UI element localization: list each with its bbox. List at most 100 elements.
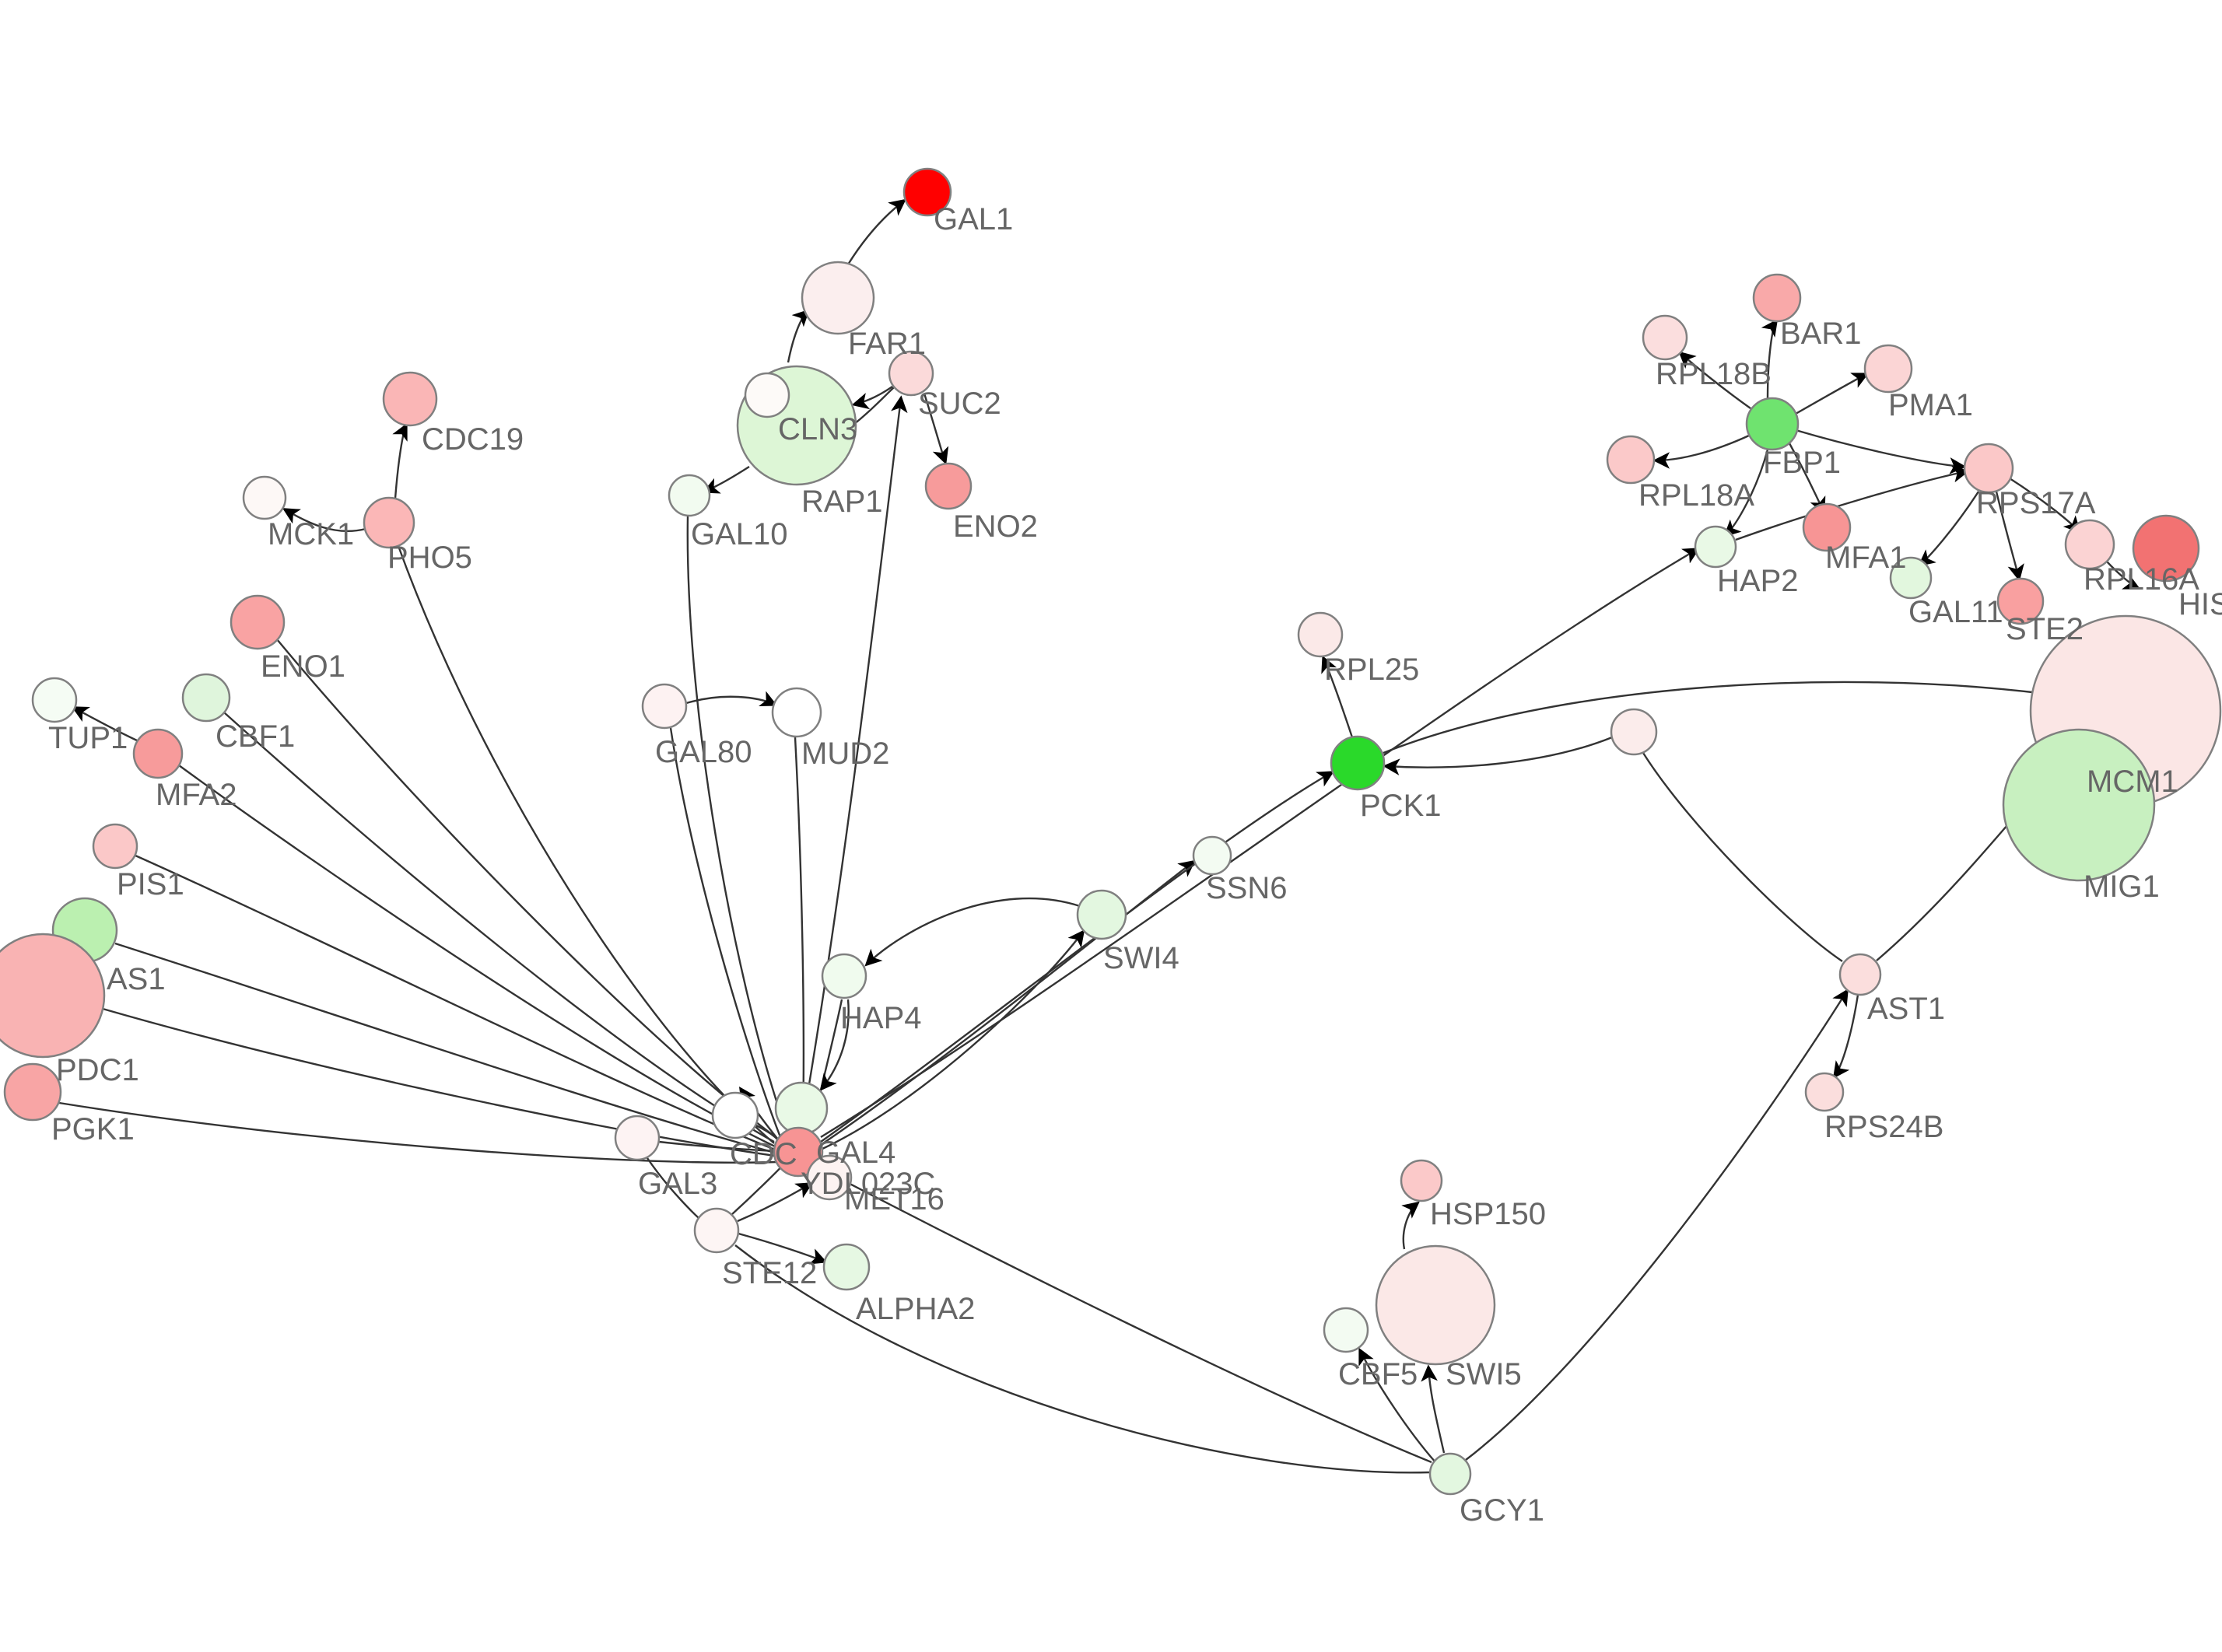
- node-gal10[interactable]: [668, 474, 711, 517]
- node-label-cbf5: CBF5: [1338, 1357, 1418, 1391]
- node-mfa1[interactable]: [1802, 502, 1852, 552]
- edge-gal80-to-gal4: [669, 727, 782, 1138]
- node-bar1[interactable]: [1752, 273, 1802, 323]
- node-label-hsp150: HSP150: [1430, 1197, 1546, 1231]
- node-label-swi5: SWI5: [1446, 1357, 1522, 1391]
- node-hap4[interactable]: [821, 953, 867, 999]
- node-mud2[interactable]: [771, 687, 822, 738]
- node-cdc[interactable]: [711, 1091, 759, 1139]
- node-ydl023c[interactable]: [806, 1154, 853, 1201]
- node-suc2[interactable]: [888, 350, 934, 397]
- node-label-bar1: BAR1: [1780, 317, 1862, 351]
- node-pma1[interactable]: [1863, 344, 1913, 394]
- node-hap2[interactable]: [1694, 525, 1737, 569]
- edge-layer: [58, 198, 2141, 1474]
- node-gal3[interactable]: [614, 1115, 661, 1161]
- edge-fbp1-to-rps17a: [1795, 429, 1967, 474]
- node-gal11[interactable]: [1889, 556, 1933, 600]
- node-mfa2[interactable]: [132, 728, 184, 779]
- edge-swi5-to-hsp150: [1401, 1201, 1420, 1250]
- node-far1[interactable]: [801, 261, 875, 335]
- edge-gcy1-to-cbf5: [1358, 1347, 1436, 1463]
- node-ste2[interactable]: [1996, 577, 2045, 625]
- edge-gal4-to-hap2: [820, 548, 1701, 1139]
- edge-fbp1-to-rpl18b: [1678, 351, 1751, 409]
- node-rpl18a[interactable]: [1606, 435, 1656, 485]
- node-label-tup1: TUP1: [48, 721, 128, 755]
- node-gal80[interactable]: [641, 683, 688, 730]
- node-label-rap1: RAP1: [801, 485, 883, 519]
- edge-hub1-to-ast1: [1642, 752, 1843, 962]
- edge-gal80-to-mud2: [685, 691, 778, 707]
- node-mck1[interactable]: [242, 475, 287, 520]
- node-label-suc2: SUC2: [918, 387, 1001, 421]
- node-rps24b[interactable]: [1804, 1072, 1845, 1112]
- node-label-rpl18a: RPL18A: [1638, 478, 1754, 513]
- node-ssn6[interactable]: [1192, 835, 1232, 876]
- node-swi5[interactable]: [1375, 1244, 1496, 1366]
- node-met16[interactable]: [774, 1081, 829, 1136]
- node-pho5[interactable]: [363, 496, 415, 549]
- edge-as1-to-gal4: [114, 942, 776, 1154]
- edge-eno1-to-gal4: [276, 639, 776, 1138]
- edge-rps17a-to-ste2: [1995, 491, 2024, 582]
- node-label-gal11: GAL11: [1908, 595, 2003, 629]
- node-pck1[interactable]: [1330, 735, 1386, 791]
- node-label-hap4: HAP4: [840, 1001, 922, 1035]
- edge-ste12-to-alpha2: [738, 1232, 828, 1265]
- node-label-cdc19: CDC19: [422, 422, 524, 457]
- node-cbf5[interactable]: [1323, 1307, 1369, 1353]
- node-eno1[interactable]: [230, 594, 286, 650]
- node-cbf1[interactable]: [181, 673, 231, 723]
- edge-mfa2-to-tup1: [71, 706, 138, 742]
- node-label-mck1: MCK1: [268, 517, 354, 551]
- node-gal1[interactable]: [902, 167, 952, 217]
- node-ast1[interactable]: [1838, 953, 1882, 996]
- node-label-ssn6: SSN6: [1206, 871, 1288, 905]
- node-label-pck1: PCK1: [1360, 789, 1442, 823]
- node-swi4[interactable]: [1076, 889, 1127, 940]
- node-label-cdc: CDC: [730, 1137, 797, 1171]
- node-rap1[interactable]: [744, 372, 790, 418]
- node-rpl18b[interactable]: [1642, 314, 1688, 361]
- node-label-eno2: ENO2: [953, 509, 1038, 544]
- node-label-mcm1: MCM1: [2087, 765, 2178, 799]
- node-hsp150[interactable]: [1400, 1159, 1443, 1202]
- edge-pho5-to-gal4: [397, 545, 775, 1144]
- node-label-ydl023c: YDL023C: [801, 1167, 935, 1201]
- node-label-pdc1: PDC1: [56, 1053, 139, 1087]
- node-pis1[interactable]: [92, 823, 138, 870]
- node-cdc19[interactable]: [382, 371, 438, 427]
- edge-cln3-to-gal10: [702, 465, 750, 494]
- edge-pck1-to-mcm1: [1383, 681, 2033, 754]
- node-label-alpha2: ALPHA2: [856, 1292, 975, 1326]
- node-his4[interactable]: [2132, 514, 2200, 583]
- node-label-ast1: AST1: [1867, 992, 1945, 1026]
- edge-gcy1-to-ast1: [1465, 988, 1849, 1461]
- node-fbp1[interactable]: [1745, 397, 1800, 451]
- node-label-met16: MET16: [844, 1182, 945, 1216]
- node-alpha2[interactable]: [822, 1243, 871, 1291]
- edge-cbf1-to-gal4: [223, 712, 775, 1143]
- node-gal4[interactable]: [773, 1126, 824, 1178]
- node-label-hap2: HAP2: [1717, 564, 1799, 598]
- node-label-gcy1: GCY1: [1460, 1493, 1544, 1528]
- edge-gal4-to-gcy1: [816, 1165, 1432, 1464]
- node-rpl16a[interactable]: [2064, 519, 2115, 570]
- node-ste12[interactable]: [693, 1207, 740, 1254]
- edge-ast1-to-rps24b: [1832, 994, 1859, 1079]
- node-label-mfa1: MFA1: [1825, 541, 1906, 575]
- node-rpl25[interactable]: [1297, 611, 1344, 658]
- edge-gal4-to-pck1: [820, 771, 1335, 1143]
- node-rps17a[interactable]: [1963, 443, 2014, 494]
- node-mig1[interactable]: [2002, 728, 2156, 882]
- node-tup1[interactable]: [31, 677, 78, 723]
- node-pgk1[interactable]: [3, 1062, 62, 1122]
- node-gcy1[interactable]: [1428, 1452, 1472, 1496]
- node-label-his4: HIS4: [2178, 587, 2222, 621]
- node-eno2[interactable]: [924, 462, 973, 510]
- edge-fbp1-to-pma1: [1795, 373, 1870, 415]
- node-hub1[interactable]: [1610, 708, 1658, 756]
- node-label-gal4: GAL4: [816, 1136, 895, 1170]
- node-pdc1[interactable]: [0, 933, 106, 1059]
